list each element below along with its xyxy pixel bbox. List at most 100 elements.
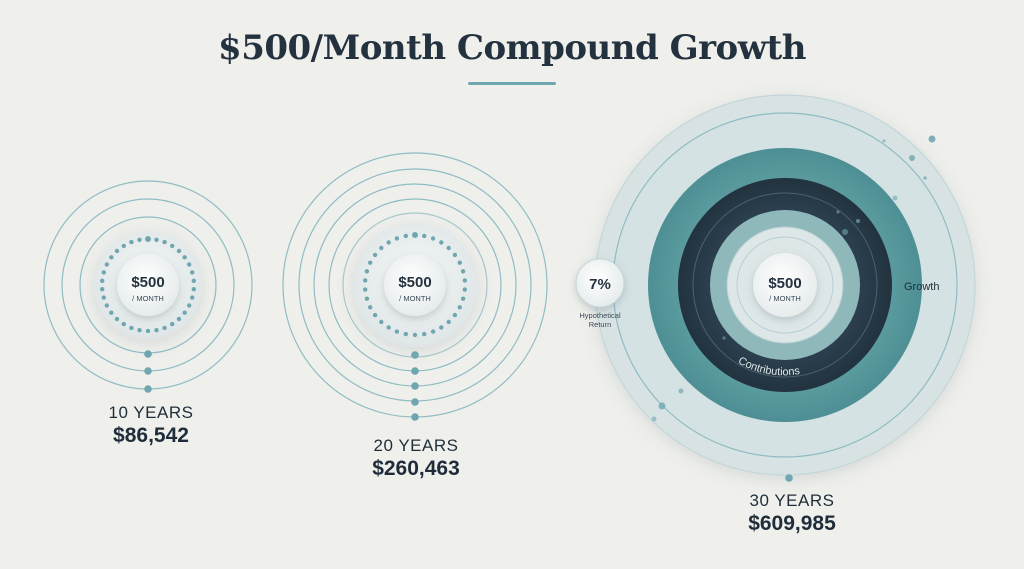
- ring-dot: [457, 260, 462, 265]
- ring-dot: [154, 328, 159, 333]
- ring-dot: [422, 331, 427, 337]
- ring-dot: [439, 325, 444, 330]
- dot-ring: [100, 236, 196, 334]
- rate-label-line2: Return: [589, 320, 612, 329]
- ring-dot: [460, 269, 466, 274]
- ring-dot: [129, 325, 134, 331]
- center-unit: / MONTH: [769, 294, 801, 303]
- page-title: $500/Month Compound Growth: [218, 28, 806, 68]
- ring-dot: [363, 278, 368, 283]
- ring-dot: [386, 325, 391, 330]
- group-10-years: $500 / MONTH: [43, 180, 253, 393]
- ring-dot: [114, 248, 120, 254]
- ring-dot: [104, 303, 110, 308]
- timeline-dot: [411, 351, 419, 359]
- ring-dot: [145, 328, 151, 334]
- center-unit: / MONTH: [399, 294, 431, 303]
- ring-dot: [462, 278, 467, 283]
- ring-dot: [162, 325, 167, 331]
- ring-dot: [379, 319, 384, 325]
- inner-orbit: [736, 236, 834, 334]
- ring-dot: [154, 237, 159, 242]
- value-label: $260,463: [372, 457, 460, 480]
- ring-dot: [368, 260, 373, 265]
- ring-dot: [145, 236, 151, 242]
- ring-dot: [109, 255, 114, 260]
- ring-dot: [403, 331, 408, 337]
- ring-dot: [104, 262, 110, 267]
- ring-dot: [457, 305, 462, 310]
- center-amount: $500: [768, 275, 801, 292]
- ring-dot: [190, 270, 195, 275]
- title-underline: [468, 82, 556, 85]
- years-label: 10 YEARS: [108, 403, 194, 422]
- ring-dot: [137, 328, 142, 333]
- ring-dot: [121, 243, 127, 249]
- ring-dot: [372, 252, 378, 258]
- ring-dot: [182, 310, 187, 315]
- center-badge: [384, 254, 446, 316]
- rate-badge: [575, 258, 625, 308]
- ring-dot: [379, 245, 384, 251]
- group-20-years: $500 / MONTH: [282, 152, 548, 421]
- ring-dot: [109, 310, 114, 315]
- ring-dot: [372, 312, 378, 318]
- ring-dot: [100, 287, 105, 292]
- ring-dot: [191, 287, 196, 292]
- years-label: 30 YEARS: [749, 491, 835, 510]
- ring-dot: [170, 321, 175, 327]
- ring-dot: [137, 237, 142, 242]
- dot-ring: [363, 232, 467, 338]
- ring-dot: [176, 316, 182, 322]
- ring-dot: [170, 243, 175, 249]
- ring-dot: [101, 270, 107, 275]
- ring-dot: [364, 269, 370, 274]
- ring-dot: [446, 319, 451, 325]
- timeline-dot: [144, 367, 152, 375]
- years-label: 20 YEARS: [373, 436, 459, 455]
- ring-dot: [191, 278, 196, 283]
- ring-dot: [403, 233, 408, 239]
- ring-dot: [446, 245, 451, 251]
- center-amount: $500: [398, 274, 431, 291]
- ring-dot: [394, 236, 400, 241]
- timeline-dot: [144, 350, 152, 358]
- timeline-dot: [411, 413, 419, 421]
- center-amount: $500: [131, 274, 164, 291]
- ring-dot: [430, 329, 436, 334]
- ring-dot: [368, 305, 373, 310]
- growth-label: Growth: [904, 281, 939, 293]
- ring-dot: [114, 316, 120, 322]
- ring-dot: [100, 278, 105, 283]
- timeline-dot: [785, 474, 793, 482]
- ring-dot: [364, 296, 370, 301]
- timeline-dot: [411, 382, 419, 390]
- rate-label-line1: Hypothetical: [579, 311, 621, 320]
- center-unit: / MONTH: [132, 294, 164, 303]
- value-label: $609,985: [748, 512, 836, 535]
- ring-dot: [439, 240, 444, 245]
- ring-dot: [182, 255, 187, 260]
- ring-dot: [412, 232, 418, 238]
- ring-dot: [101, 295, 107, 300]
- ring-dot: [176, 248, 182, 254]
- ring-dot: [121, 321, 127, 327]
- value-label: $86,542: [113, 424, 189, 447]
- ring-dot: [452, 312, 458, 318]
- timeline-dot: [411, 398, 419, 406]
- timeline-dot: [144, 385, 152, 393]
- group-30-years: $500 / MONTH Contributions Growth 7% Hyp…: [575, 94, 976, 482]
- ring-dot: [412, 332, 418, 338]
- timeline-dot: [411, 367, 419, 375]
- ring-dot: [460, 296, 466, 301]
- ring-dot: [462, 287, 467, 292]
- ring-dot: [452, 252, 458, 258]
- ring-dot: [187, 303, 192, 308]
- caption-20-years: 20 YEARS $260,463: [316, 436, 516, 481]
- ring-dot: [187, 262, 192, 267]
- caption-30-years: 30 YEARS $609,985: [692, 491, 892, 536]
- navy-accent-ring: [692, 192, 878, 378]
- ring-dot: [129, 239, 134, 245]
- ring-dot: [394, 329, 400, 334]
